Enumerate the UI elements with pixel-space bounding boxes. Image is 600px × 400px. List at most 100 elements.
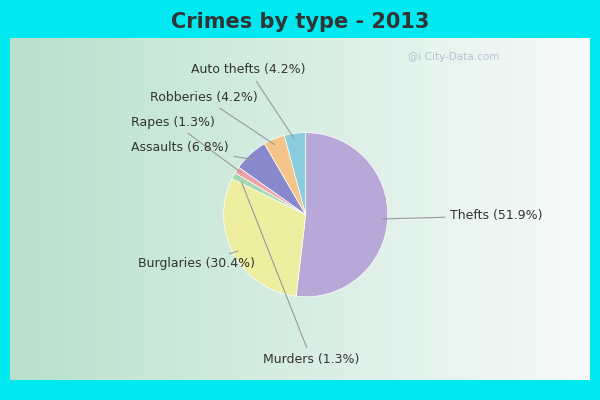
Bar	[474, 38, 479, 380]
Bar	[364, 38, 370, 380]
Bar	[404, 38, 410, 380]
Bar	[80, 38, 86, 380]
Bar	[358, 38, 364, 380]
Bar	[97, 38, 103, 380]
Bar	[219, 38, 224, 380]
Bar	[207, 38, 213, 380]
Bar	[566, 38, 572, 380]
Text: Auto thefts (4.2%): Auto thefts (4.2%)	[191, 64, 306, 139]
Bar	[115, 38, 121, 380]
Bar	[34, 38, 39, 380]
Text: Robberies (4.2%): Robberies (4.2%)	[149, 91, 275, 145]
Bar	[370, 38, 376, 380]
Bar	[514, 38, 520, 380]
Text: @i City-Data.com: @i City-Data.com	[408, 52, 500, 62]
Bar	[422, 38, 428, 380]
Bar	[497, 38, 503, 380]
Bar	[491, 38, 497, 380]
Bar	[433, 38, 439, 380]
Bar	[74, 38, 80, 380]
Bar	[39, 38, 45, 380]
Bar	[259, 38, 265, 380]
Bar	[161, 38, 167, 380]
Bar	[167, 38, 172, 380]
Bar	[306, 38, 311, 380]
Bar	[138, 38, 143, 380]
Bar	[132, 38, 138, 380]
Bar	[51, 38, 56, 380]
Bar	[91, 38, 97, 380]
Bar	[86, 38, 91, 380]
Bar	[45, 38, 51, 380]
Bar	[410, 38, 416, 380]
Bar	[121, 38, 126, 380]
Bar	[265, 38, 271, 380]
Text: Rapes (1.3%): Rapes (1.3%)	[131, 116, 241, 173]
Bar	[561, 38, 566, 380]
Bar	[271, 38, 277, 380]
Bar	[10, 38, 16, 380]
Bar	[509, 38, 514, 380]
Bar	[289, 38, 294, 380]
Bar	[202, 38, 207, 380]
Bar	[213, 38, 219, 380]
Bar	[526, 38, 532, 380]
Text: Assaults (6.8%): Assaults (6.8%)	[131, 141, 253, 160]
Bar	[248, 38, 254, 380]
Bar	[311, 38, 317, 380]
Bar	[578, 38, 584, 380]
Wedge shape	[296, 133, 388, 297]
Bar	[149, 38, 155, 380]
Bar	[28, 38, 34, 380]
Bar	[184, 38, 190, 380]
Bar	[445, 38, 451, 380]
Bar	[56, 38, 62, 380]
Bar	[126, 38, 132, 380]
Bar	[393, 38, 398, 380]
Bar	[172, 38, 178, 380]
Bar	[503, 38, 509, 380]
Bar	[196, 38, 202, 380]
Bar	[352, 38, 358, 380]
Bar	[155, 38, 161, 380]
Wedge shape	[235, 167, 306, 215]
Bar	[277, 38, 283, 380]
Bar	[300, 38, 306, 380]
Bar	[62, 38, 68, 380]
Bar	[329, 38, 335, 380]
Bar	[532, 38, 538, 380]
Bar	[538, 38, 544, 380]
Text: Burglaries (30.4%): Burglaries (30.4%)	[138, 251, 255, 270]
Bar	[224, 38, 230, 380]
Bar	[323, 38, 329, 380]
Bar	[254, 38, 259, 380]
Wedge shape	[265, 136, 306, 215]
Wedge shape	[224, 179, 306, 296]
Wedge shape	[284, 133, 306, 215]
Bar	[439, 38, 445, 380]
Bar	[242, 38, 248, 380]
Bar	[387, 38, 393, 380]
Bar	[451, 38, 457, 380]
Bar	[468, 38, 474, 380]
Bar	[555, 38, 561, 380]
Text: Crimes by type - 2013: Crimes by type - 2013	[171, 12, 429, 32]
Bar	[103, 38, 109, 380]
Bar	[109, 38, 115, 380]
Bar	[236, 38, 242, 380]
Bar	[485, 38, 491, 380]
Bar	[457, 38, 462, 380]
Bar	[230, 38, 236, 380]
Bar	[544, 38, 549, 380]
Bar	[317, 38, 323, 380]
Bar	[283, 38, 289, 380]
Wedge shape	[232, 173, 306, 215]
Bar	[520, 38, 526, 380]
Bar	[381, 38, 387, 380]
Bar	[190, 38, 196, 380]
Bar	[428, 38, 433, 380]
Wedge shape	[239, 144, 306, 215]
Bar	[16, 38, 22, 380]
Bar	[294, 38, 300, 380]
Bar	[346, 38, 352, 380]
